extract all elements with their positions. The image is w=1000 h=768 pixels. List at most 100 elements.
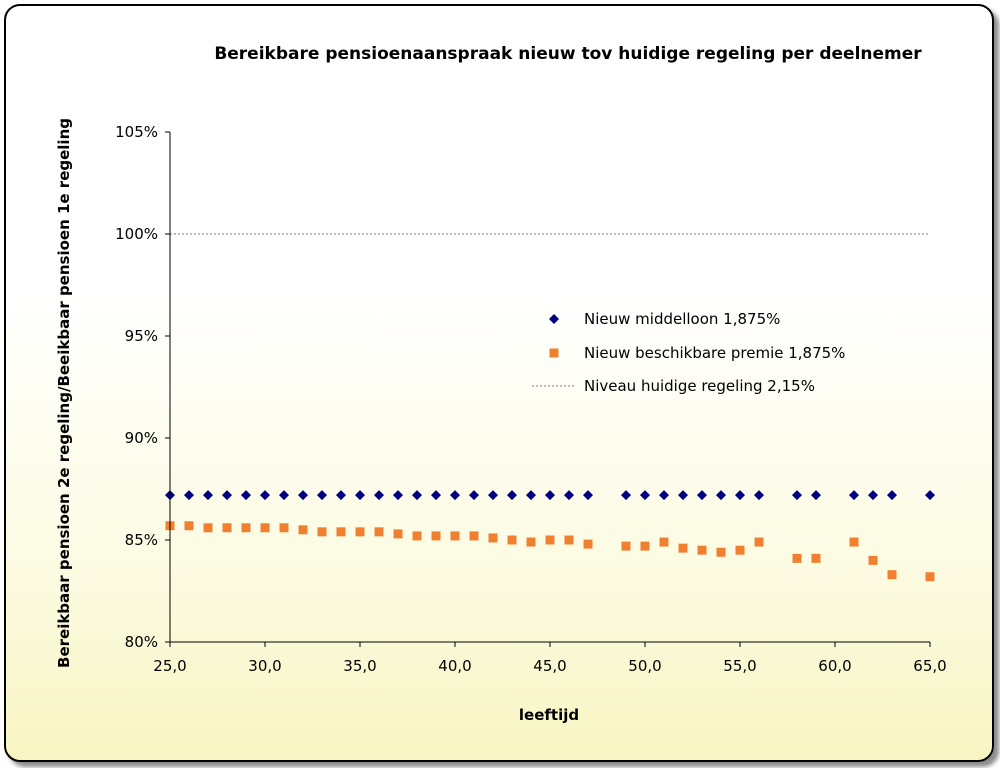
square-point [792,553,802,563]
diamond-point [583,490,593,501]
square-point [203,523,213,533]
x-tick-label: 60,0 [818,657,851,675]
square-point [811,553,821,563]
square-point [583,539,593,549]
diamond-point [735,490,745,501]
chart-svg: Bereikbare pensioenaanspraak nieuw tov h… [55,44,947,724]
legend-diamond-marker [549,314,559,324]
square-point [450,531,460,541]
diamond-point [716,490,726,501]
diamond-point [925,490,935,501]
chart-title: Bereikbare pensioenaanspraak nieuw tov h… [214,44,922,64]
diamond-point [640,490,650,501]
diamond-point [260,490,270,501]
diamond-point [811,490,821,501]
y-tick-label: 80% [125,633,158,651]
x-tick-label: 55,0 [723,657,756,675]
y-tick-label: 85% [125,531,158,549]
square-point [260,523,270,533]
diamond-point [450,490,460,501]
diamond-point [412,490,422,501]
square-point [241,523,251,533]
x-tick-label: 30,0 [248,657,281,675]
diamond-point [545,490,555,501]
legend: Nieuw middelloon 1,875% Nieuw beschikbare… [532,310,845,395]
square-point [678,543,688,553]
x-tick-label: 65,0 [913,657,946,675]
square-point [754,537,764,547]
diamond-point [526,490,536,501]
square-point [564,535,574,545]
square-point [374,527,384,537]
y-tick-label: 90% [125,429,158,447]
legend-label: Nieuw beschikbare premie 1,875% [584,344,845,362]
square-point [659,537,669,547]
square-point [488,533,498,543]
square-point [355,527,365,537]
square-point [184,521,194,531]
diamond-point [469,490,479,501]
x-tick-label: 50,0 [628,657,661,675]
square-point [925,572,935,582]
chart-frame: Bereikbare pensioenaanspraak nieuw tov h… [4,4,994,762]
square-point [336,527,346,537]
diamond-point [393,490,403,501]
square-point [298,525,308,535]
y-axis-label: Bereikbaar pensioen 2e regeling/Beeikbaa… [55,118,73,668]
diamond-point [754,490,764,501]
x-tick-label: 45,0 [533,657,566,675]
diamond-point [621,490,631,501]
diamond-point [659,490,669,501]
diamond-point [564,490,574,501]
y-tick-label: 95% [125,327,158,345]
legend-label: Niveau huidige regeling 2,15% [584,377,815,395]
square-point [621,541,631,551]
diamond-point [336,490,346,501]
diamond-point [507,490,517,501]
square-point [279,523,289,533]
square-point [317,527,327,537]
diamond-point [374,490,384,501]
legend-square-marker [549,348,559,358]
diamond-point [678,490,688,501]
diamond-point [868,490,878,501]
square-point [412,531,422,541]
diamond-point [792,490,802,501]
x-tick-label: 35,0 [343,657,376,675]
diamond-point [241,490,251,501]
square-point [469,531,479,541]
square-point [222,523,232,533]
y-tick-label: 105% [115,123,158,141]
diamond-point [697,490,707,501]
diamond-point [222,490,232,501]
square-point [507,535,517,545]
diamond-point [887,490,897,501]
diamond-point [279,490,289,501]
diamond-point [317,490,327,501]
square-point [431,531,441,541]
square-point [868,555,878,565]
square-point [887,570,897,580]
diamond-point [849,490,859,501]
square-point [393,529,403,539]
diamond-point [355,490,365,501]
x-axis-ticks: 25,0 30,0 35,0 40,0 45,0 50,0 55,0 60,0 65,0 [153,642,947,675]
square-point [697,545,707,555]
series-beschikbare-premie [165,521,935,582]
x-tick-label: 40,0 [438,657,471,675]
square-point [640,541,650,551]
square-point [849,537,859,547]
x-axis-label: leeftijd [519,706,579,724]
diamond-point [184,490,194,501]
y-tick-label: 100% [115,225,158,243]
diamond-point [431,490,441,501]
square-point [526,537,536,547]
diamond-point [488,490,498,501]
series-middelloon [165,490,935,501]
legend-label: Nieuw middelloon 1,875% [584,310,780,328]
diamond-point [298,490,308,501]
square-point [716,547,726,557]
square-point [545,535,555,545]
y-axis-ticks: 80% 85% 90% 95% 100% 105% [115,123,170,651]
x-tick-label: 25,0 [153,657,186,675]
